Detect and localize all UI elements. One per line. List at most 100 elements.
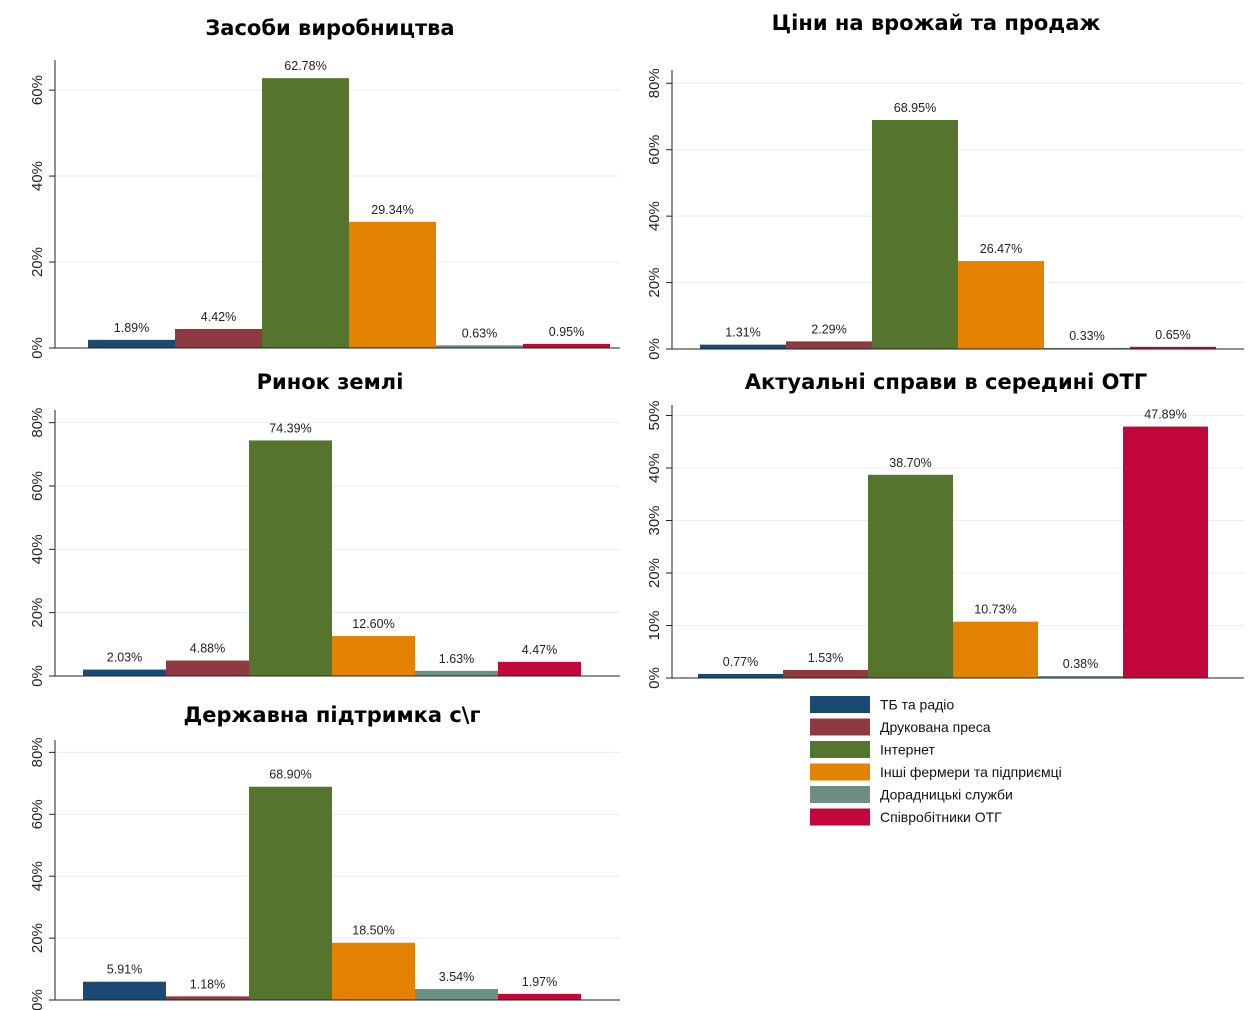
bar	[88, 339, 175, 348]
chart-title: Ринок землі	[257, 370, 404, 394]
bar	[1130, 346, 1216, 349]
legend-label: Інші фермери та підприємці	[880, 764, 1062, 780]
y-tick-label: 40%	[29, 534, 46, 564]
bar	[83, 981, 166, 1000]
data-label: 1.31%	[725, 326, 760, 340]
legend: ТБ та радіо Друкована преса Інтернет Інші ф…	[810, 696, 1062, 826]
chart-panel-2: Ціни на врожай та продаж 0% 20% 40% 60% 80% 1.…	[646, 11, 1244, 360]
data-label: 5.91%	[107, 963, 142, 977]
chart-panel-1: Засоби виробництва 0% 20% 40% 60% 1.89% 4.42% 6…	[29, 16, 620, 359]
legend-swatch	[810, 763, 870, 781]
chart-panel-3: Ринок землі 0% 20% 40% 60% 80% 2.03% 4.88% 74.39…	[29, 370, 620, 687]
legend-label: Інтернет	[880, 742, 936, 758]
y-tick-label: 40%	[646, 453, 663, 483]
data-label: 1.97%	[522, 975, 557, 989]
data-label: 26.47%	[980, 242, 1022, 256]
data-label: 12.60%	[352, 617, 394, 631]
y-tick-label: 20%	[29, 247, 46, 277]
data-label: 74.39%	[269, 421, 311, 435]
chart-title: Засоби виробництва	[205, 16, 454, 40]
data-label: 10.73%	[974, 603, 1016, 617]
legend-swatch	[810, 718, 870, 736]
bar	[1044, 347, 1130, 349]
data-label: 4.42%	[201, 310, 236, 324]
bar	[332, 942, 415, 1000]
bar	[498, 993, 581, 1000]
chart-panel-5: Державна підтримка с\г 0% 20% 40% 60% 80% 5.91…	[29, 703, 620, 1010]
data-label: 0.63%	[462, 326, 497, 340]
legend-swatch	[810, 808, 870, 826]
bar	[262, 78, 349, 348]
bar	[953, 621, 1038, 678]
y-tick-label: 10%	[646, 610, 663, 640]
y-tick-label: 40%	[29, 161, 46, 191]
data-label: 1.18%	[190, 977, 225, 991]
bar	[249, 440, 332, 676]
y-tick-label: 60%	[29, 471, 46, 501]
bar	[786, 341, 872, 349]
y-tick-label: 80%	[646, 68, 663, 98]
legend-swatch	[810, 741, 870, 758]
legend-swatch	[810, 786, 870, 803]
y-tick-label: 20%	[29, 598, 46, 628]
bar	[700, 344, 786, 349]
data-label: 18.50%	[352, 924, 394, 938]
data-label: 2.29%	[811, 322, 846, 336]
bar	[166, 996, 249, 1000]
bar	[332, 636, 415, 676]
y-tick-label: 30%	[646, 505, 663, 535]
bar	[415, 989, 498, 1000]
bar	[523, 343, 610, 348]
data-label: 0.33%	[1069, 329, 1104, 343]
y-tick-label: 60%	[646, 135, 663, 165]
bar	[868, 474, 953, 678]
data-label: 1.63%	[439, 652, 474, 666]
data-label: 1.53%	[808, 651, 843, 665]
data-label: 3.54%	[439, 970, 474, 984]
legend-swatch	[810, 696, 870, 713]
y-tick-label: 20%	[29, 923, 46, 953]
bar	[1123, 426, 1208, 678]
bar	[83, 669, 166, 676]
bar	[415, 670, 498, 676]
y-tick-label: 0%	[29, 337, 46, 359]
data-label: 68.90%	[269, 768, 311, 782]
data-label: 1.89%	[114, 321, 149, 335]
data-label: 38.70%	[889, 456, 931, 470]
y-tick-label: 0%	[646, 338, 663, 360]
data-label: 0.95%	[549, 325, 584, 339]
bar	[166, 660, 249, 676]
y-tick-label: 80%	[29, 737, 46, 767]
bar	[436, 345, 523, 348]
data-label: 68.95%	[894, 101, 936, 115]
y-tick-label: 40%	[646, 201, 663, 231]
legend-label: Співробітники ОТГ	[880, 809, 1002, 825]
y-tick-label: 40%	[29, 861, 46, 891]
legend-label: Дорадницькі служби	[880, 787, 1013, 803]
bar	[349, 221, 436, 348]
y-tick-label: 0%	[29, 989, 46, 1010]
y-tick-label: 80%	[29, 408, 46, 438]
legend-label: Друкована преса	[880, 719, 991, 735]
chart-title: Актуальні справи в середині ОТГ	[745, 370, 1148, 394]
legend-label: ТБ та радіо	[880, 697, 954, 713]
bar	[958, 261, 1044, 349]
data-label: 29.34%	[371, 203, 413, 217]
data-label: 0.77%	[723, 655, 758, 669]
y-tick-label: 0%	[29, 665, 46, 687]
chart-title: Ціни на врожай та продаж	[772, 11, 1101, 35]
data-label: 62.78%	[284, 59, 326, 73]
data-label: 47.89%	[1144, 408, 1186, 422]
bar	[175, 329, 262, 348]
bar	[249, 786, 332, 1000]
bar	[498, 661, 581, 676]
chart-title: Державна підтримка с\г	[184, 703, 481, 727]
data-label: 0.38%	[1063, 657, 1098, 671]
y-tick-label: 60%	[29, 75, 46, 105]
bar	[783, 669, 868, 678]
y-tick-label: 60%	[29, 799, 46, 829]
y-tick-label: 0%	[646, 667, 663, 689]
y-tick-label: 50%	[646, 400, 663, 430]
chart-panel-4: Актуальні справи в середині ОТГ 0% 10% 20% 3…	[646, 370, 1244, 689]
